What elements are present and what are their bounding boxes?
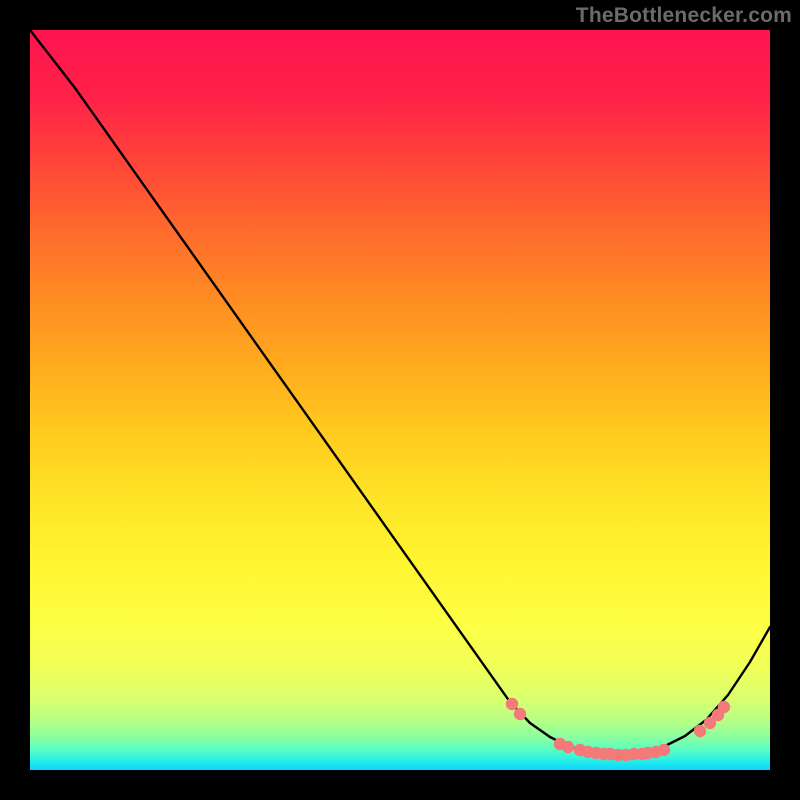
data-marker	[694, 725, 706, 737]
data-marker	[562, 741, 574, 753]
data-marker	[718, 701, 730, 713]
chart-stage: TheBottlenecker.com	[0, 0, 800, 800]
watermark-text: TheBottlenecker.com	[576, 4, 792, 28]
chart-svg	[30, 30, 770, 770]
data-marker	[658, 744, 670, 756]
plot-area	[30, 30, 770, 770]
gradient-background	[30, 30, 770, 770]
data-marker	[506, 698, 518, 710]
data-marker	[514, 708, 526, 720]
